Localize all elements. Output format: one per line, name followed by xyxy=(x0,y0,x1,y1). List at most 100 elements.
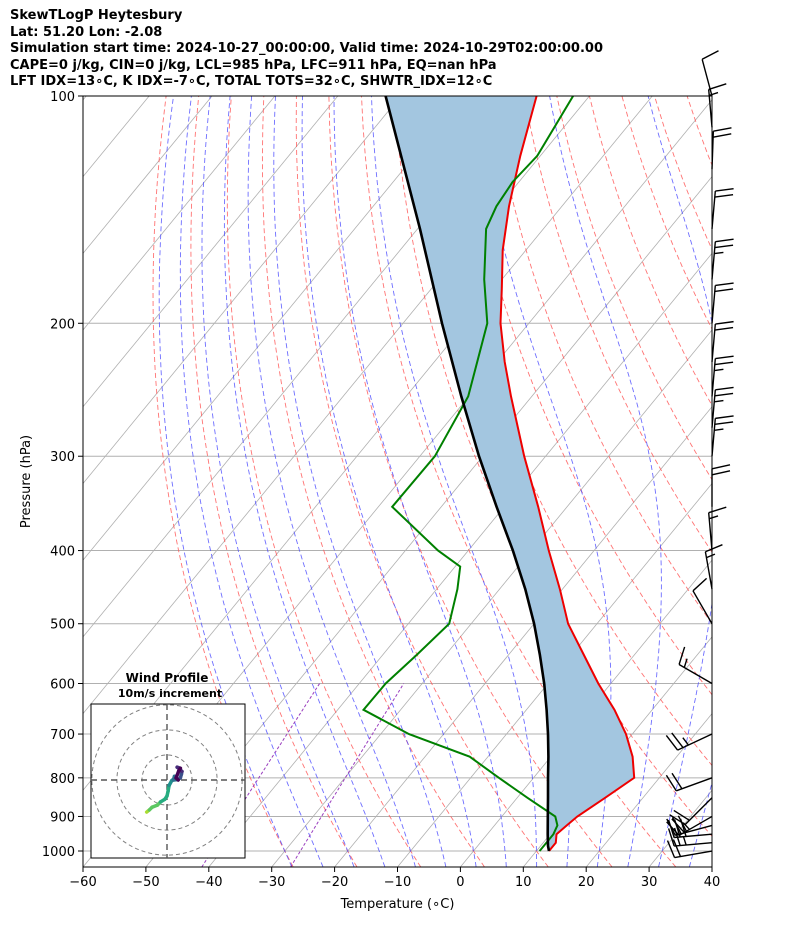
barb-flag xyxy=(708,506,727,514)
moist-adiabat xyxy=(647,96,712,867)
moist-adiabat xyxy=(223,96,386,867)
wind-barb xyxy=(711,464,731,507)
wind-barb xyxy=(701,50,719,97)
x-tick-label: −60 xyxy=(69,875,96,890)
hodograph-content xyxy=(91,704,245,858)
barb-staff xyxy=(711,191,717,230)
y-tick-label: 100 xyxy=(50,90,75,105)
barb-half-flag xyxy=(683,658,688,668)
barb-half-flag xyxy=(709,91,719,97)
barb-staff xyxy=(707,512,713,551)
x-tick-label: −30 xyxy=(258,875,285,890)
barb-flag xyxy=(714,193,734,198)
dry-adiabat xyxy=(523,96,712,553)
barb-staff xyxy=(684,797,713,826)
mixing-ratio-line xyxy=(201,683,321,867)
barb-flag xyxy=(711,464,731,470)
barb-flag xyxy=(671,772,683,790)
moist-adiabat xyxy=(158,96,293,867)
dry-adiabat xyxy=(226,96,422,867)
moist-adiabat xyxy=(301,96,477,867)
isotherm xyxy=(145,176,712,867)
barb-flag xyxy=(714,392,734,397)
y-tick-label: 500 xyxy=(50,618,75,633)
x-tick-label: −20 xyxy=(321,875,348,890)
wind-barb xyxy=(711,415,734,457)
y-axis-label: Pressure (hPa) xyxy=(19,435,34,528)
barb-half-flag xyxy=(709,515,719,520)
barb-staff xyxy=(678,663,713,685)
x-tick-label: 0 xyxy=(456,875,464,890)
barb-flag xyxy=(714,244,734,249)
y-tick-label: 900 xyxy=(50,810,75,825)
barb-flag xyxy=(715,238,734,243)
cin-shaded-area xyxy=(385,96,635,851)
barb-flag xyxy=(671,732,684,749)
barb-staff xyxy=(704,551,713,590)
barb-flag xyxy=(714,326,734,331)
barb-half-flag xyxy=(714,368,724,372)
barb-staff xyxy=(676,777,713,792)
dry-adiabat xyxy=(686,96,712,167)
barb-staff xyxy=(692,590,713,625)
barb-staff xyxy=(711,358,717,397)
chart-title-block: SkewTLogP Heytesbury Lat: 51.20 Lon: -2.… xyxy=(10,8,603,91)
barb-staff xyxy=(711,389,717,428)
barb-staff xyxy=(701,59,713,97)
moist-adiabat xyxy=(688,781,712,867)
barb-flag xyxy=(669,814,686,826)
dry-adiabat xyxy=(752,96,794,867)
wind-barb xyxy=(665,772,713,792)
barb-flag xyxy=(715,282,734,287)
wind-barb xyxy=(704,544,723,590)
x-tick-label: −10 xyxy=(384,875,411,890)
barb-staff xyxy=(711,418,717,457)
dry-adiabat xyxy=(295,96,549,867)
barb-flag xyxy=(673,809,690,821)
indices-line-2: LFT IDX=13∘C, K IDX=-7∘C, TOTAL TOTS=32∘… xyxy=(10,74,493,89)
time-line: Simulation start time: 2024-10-27_00:00:… xyxy=(10,41,603,56)
isotherm xyxy=(83,96,402,485)
barb-flag xyxy=(714,288,734,293)
wind-barb xyxy=(666,815,713,836)
barb-staff xyxy=(674,842,713,847)
wind-barb xyxy=(692,577,713,625)
isotherm xyxy=(271,329,712,867)
barb-half-flag xyxy=(706,553,716,559)
isotherm xyxy=(711,866,712,867)
moist-adiabat xyxy=(720,96,794,867)
location-line: Lat: 51.20 Lon: -2.08 xyxy=(10,24,163,40)
barb-flag xyxy=(672,839,682,857)
barb-flag xyxy=(665,774,677,792)
wind-barb xyxy=(666,839,713,859)
x-tick-label: 30 xyxy=(641,875,658,890)
barb-flag xyxy=(678,646,686,665)
barb-flag xyxy=(666,821,680,836)
wind-barb xyxy=(711,320,734,362)
barb-flag xyxy=(705,544,723,553)
isotherm xyxy=(83,96,213,254)
x-tick-label: 40 xyxy=(704,875,721,890)
barb-flag xyxy=(701,50,719,60)
barb-flag xyxy=(671,817,682,835)
x-tick-label: −50 xyxy=(132,875,159,890)
parcel-profile xyxy=(384,96,551,852)
wind-barb xyxy=(711,187,734,230)
temperature-profile xyxy=(499,96,636,852)
moist-adiabat xyxy=(273,96,447,867)
barb-flag xyxy=(677,815,688,833)
hodograph-inset: Wind Profile 10m/s increment xyxy=(90,671,246,859)
dry-adiabat xyxy=(621,96,712,330)
barb-flag xyxy=(715,355,734,360)
mixing-ratio-line xyxy=(290,683,405,867)
barb-flag xyxy=(712,133,732,138)
barb-flag xyxy=(667,828,675,847)
x-tick-label: −40 xyxy=(195,875,222,890)
dry-adiabat xyxy=(491,96,712,625)
moist-adiabat xyxy=(247,96,416,867)
barb-flag xyxy=(708,83,727,91)
barb-staff xyxy=(711,285,717,324)
barb-staff xyxy=(711,241,717,280)
y-tick-label: 300 xyxy=(50,450,75,465)
